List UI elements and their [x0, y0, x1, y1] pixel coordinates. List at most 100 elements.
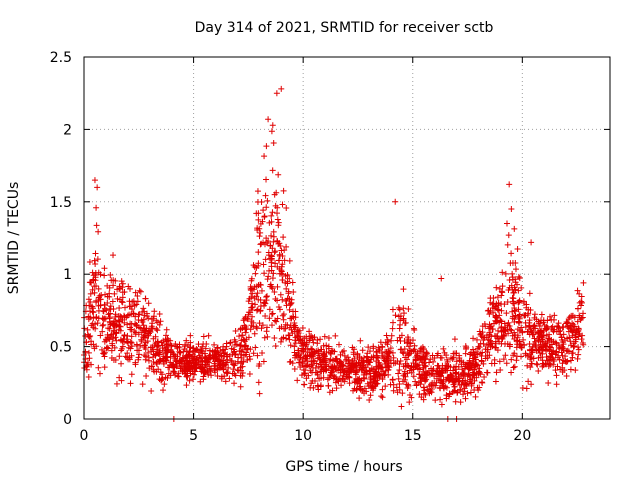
data-point — [254, 198, 261, 205]
data-point — [131, 302, 138, 309]
data-point — [121, 312, 128, 319]
data-point — [503, 310, 510, 317]
y-tick-label: 1.5 — [50, 195, 72, 211]
data-point — [328, 369, 335, 376]
data-point — [492, 344, 499, 351]
data-point — [98, 346, 105, 353]
data-point — [514, 246, 521, 253]
data-point — [491, 320, 498, 327]
data-point — [352, 369, 359, 376]
data-point — [183, 337, 190, 344]
data-point — [379, 343, 386, 350]
data-point — [306, 363, 313, 370]
data-point — [540, 317, 547, 324]
data-point — [455, 378, 462, 385]
data-point — [141, 352, 148, 359]
data-point — [362, 364, 369, 371]
data-point — [119, 280, 126, 287]
data-point — [183, 382, 190, 389]
data-point — [361, 385, 368, 392]
data-point — [508, 369, 515, 376]
data-point — [347, 360, 354, 367]
data-point — [245, 334, 252, 341]
data-point — [424, 370, 431, 377]
data-point — [275, 222, 282, 229]
data-point — [527, 354, 534, 361]
data-point — [336, 341, 343, 348]
data-point — [151, 308, 158, 315]
data-point — [92, 261, 99, 268]
data-point — [261, 334, 268, 341]
data-point — [90, 309, 97, 316]
data-point — [450, 388, 457, 395]
data-point — [526, 290, 533, 297]
data-point — [175, 370, 182, 377]
data-point — [101, 364, 108, 371]
data-point — [512, 286, 519, 293]
data-point — [445, 393, 452, 400]
data-point — [392, 198, 399, 205]
data-point — [93, 314, 100, 321]
data-point — [167, 349, 174, 356]
data-point — [326, 374, 333, 381]
data-point — [408, 394, 415, 401]
data-point — [277, 291, 284, 298]
data-point — [239, 332, 246, 339]
data-point — [231, 380, 238, 387]
data-point — [389, 325, 396, 332]
data-point — [158, 339, 165, 346]
data-point — [545, 379, 552, 386]
data-point — [232, 360, 239, 367]
data-point — [145, 315, 152, 322]
data-point — [512, 266, 519, 273]
data-point — [509, 260, 516, 267]
data-point — [270, 140, 277, 147]
data-point — [212, 347, 219, 354]
data-point — [133, 321, 140, 328]
data-point — [416, 366, 423, 373]
data-point — [468, 380, 475, 387]
data-point — [509, 332, 516, 339]
data-point — [162, 346, 169, 353]
data-point — [212, 356, 219, 363]
data-point — [325, 334, 332, 341]
data-point — [274, 204, 281, 211]
data-point — [316, 375, 323, 382]
data-point — [360, 359, 367, 366]
data-point — [333, 355, 340, 362]
data-point — [208, 365, 215, 372]
data-point — [400, 286, 407, 293]
data-point — [400, 378, 407, 385]
data-point — [579, 339, 586, 346]
data-point — [247, 326, 254, 333]
data-point — [232, 372, 239, 379]
data-point — [554, 363, 561, 370]
data-point — [378, 393, 385, 400]
x-tick-label: 0 — [80, 428, 89, 444]
data-point — [139, 381, 146, 388]
data-point — [226, 375, 233, 382]
data-point — [149, 354, 156, 361]
data-point — [396, 361, 403, 368]
data-point — [522, 350, 529, 357]
data-point — [231, 348, 238, 355]
data-point — [154, 319, 161, 326]
data-point — [268, 322, 275, 329]
data-point — [271, 288, 278, 295]
data-point — [308, 332, 315, 339]
data-point — [91, 257, 98, 264]
data-point — [559, 352, 566, 359]
data-point — [119, 294, 126, 301]
data-point — [329, 348, 336, 355]
data-point — [491, 332, 498, 339]
data-point — [262, 256, 269, 263]
data-point — [227, 340, 234, 347]
data-point — [406, 392, 413, 399]
data-point — [511, 289, 518, 296]
data-point — [274, 210, 281, 217]
data-point — [460, 391, 467, 398]
data-point — [499, 269, 506, 276]
data-point — [242, 326, 249, 333]
data-point — [559, 323, 566, 330]
data-point — [163, 326, 170, 333]
